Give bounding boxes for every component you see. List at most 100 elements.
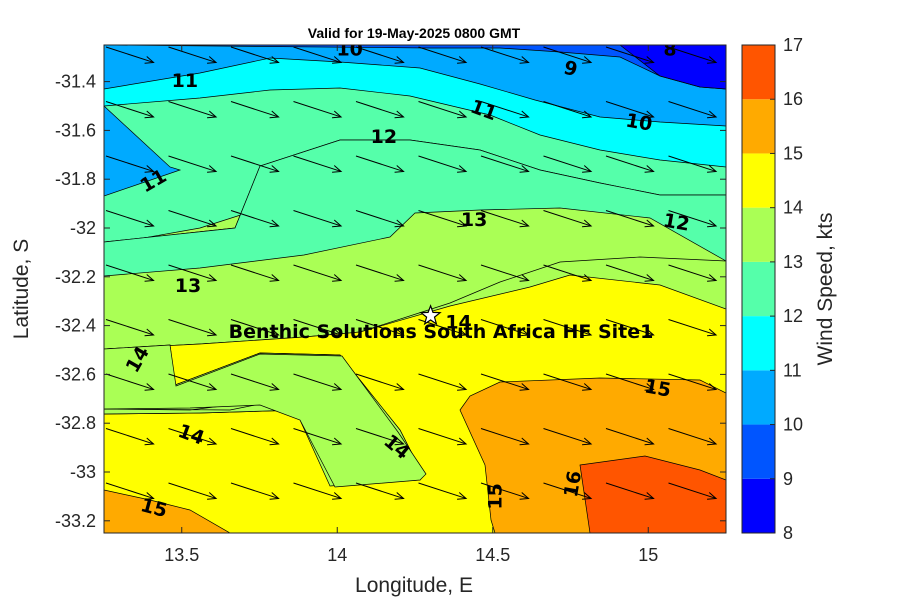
- wind-arrow-head: [582, 219, 593, 228]
- wind-arrow-head: [394, 274, 405, 282]
- colorbar-label: Wind Speed, kts: [814, 213, 837, 366]
- wind-arrow: [668, 46, 718, 64]
- band-10-11: [104, 45, 726, 127]
- wind-arrow-head: [519, 274, 530, 282]
- wind-arrow: [418, 482, 468, 500]
- wind-arrow-shaft: [605, 210, 654, 227]
- x-tick-label: 14.5: [475, 545, 510, 565]
- wind-arrow: [544, 538, 592, 554]
- wind-arrow: [419, 538, 467, 554]
- x-tick-label: 15: [638, 545, 658, 565]
- colorbar-tick-label: 14: [783, 198, 803, 218]
- y-tick-label: -31.6: [55, 120, 96, 140]
- wind-arrow-shaft: [230, 101, 279, 118]
- wind-arrow-head: [269, 110, 280, 119]
- contour-label: 14: [445, 312, 471, 334]
- wind-arrow-shaft: [105, 428, 154, 445]
- wind-arrow-head: [582, 56, 593, 64]
- wind-arrow: [480, 482, 530, 500]
- contour-label: 10: [624, 109, 654, 135]
- wind-arrow-head: [207, 219, 218, 228]
- wind-arrow-head: [332, 110, 343, 119]
- wind-arrow-head: [394, 110, 405, 119]
- wind-arrow: [480, 46, 530, 64]
- wind-arrow-head: [269, 274, 280, 282]
- chart-title: Valid for 19-May-2025 0800 GMT: [308, 25, 521, 41]
- wind-arrow-head: [707, 110, 718, 119]
- wind-arrow-head: [394, 492, 405, 500]
- wind-arrow-shaft: [293, 46, 342, 63]
- wind-arrow: [418, 264, 468, 282]
- wind-arrow-shaft: [293, 373, 342, 390]
- wind-arrow-shaft: [668, 482, 717, 499]
- wind-arrow-head: [520, 547, 529, 554]
- wind-arrow-shaft: [230, 210, 279, 227]
- wind-arrow-shaft: [293, 155, 342, 172]
- wind-arrow-head: [644, 165, 655, 173]
- y-tick-label: -32.4: [55, 316, 96, 336]
- wind-arrow: [293, 373, 343, 391]
- colorbar-tick-label: 12: [783, 306, 803, 326]
- wind-arrow-shaft: [543, 264, 592, 281]
- wind-arrow-shaft: [105, 319, 154, 336]
- wind-arrow-head: [707, 219, 718, 228]
- x-axis-label: Longitude, E: [355, 574, 473, 597]
- colorbar-segment: [742, 478, 775, 533]
- wind-arrow-head: [207, 110, 218, 119]
- wind-arrow: [543, 210, 593, 228]
- y-tick-label: -33: [70, 462, 96, 482]
- wind-arrow: [355, 155, 405, 173]
- wind-arrow-head: [519, 492, 530, 500]
- colorbar-segment: [742, 207, 775, 262]
- wind-arrow-head: [519, 437, 530, 446]
- wind-arrow-head: [144, 165, 155, 173]
- wind-arrow-head: [644, 219, 655, 228]
- wind-arrow: [480, 319, 530, 337]
- wind-arrow-head: [207, 547, 216, 554]
- colorbar-tick-label: 8: [783, 523, 793, 543]
- wind-arrow: [418, 373, 468, 391]
- wind-arrow-head: [395, 547, 404, 554]
- wind-arrow-head: [582, 328, 593, 337]
- wind-arrow-shaft: [543, 482, 592, 499]
- wind-arrow-head: [644, 56, 655, 64]
- colorbar-segment: [742, 370, 775, 425]
- contour-label: 12: [661, 209, 691, 235]
- wind-arrow-shaft: [480, 319, 529, 336]
- colorbar-tick-label: 15: [783, 143, 803, 163]
- wind-arrow-head: [207, 274, 218, 282]
- wind-arrow-shaft: [668, 210, 717, 227]
- wind-arrow: [168, 264, 218, 282]
- wind-arrow-shaft: [356, 538, 404, 553]
- wind-arrow: [230, 46, 280, 64]
- wind-arrow-shaft: [668, 373, 717, 390]
- wind-arrow: [105, 373, 155, 391]
- wind-arrow-head: [644, 437, 655, 446]
- wind-arrow: [230, 373, 280, 391]
- wind-arrow-shaft: [230, 264, 279, 281]
- colorbar-segment: [742, 153, 775, 208]
- x-axis-ticks: 13.5 14 14.5 15: [164, 45, 658, 565]
- wind-arrow-shaft: [668, 264, 717, 281]
- wind-arrow: [480, 264, 530, 282]
- wind-arrow-head: [269, 165, 280, 173]
- wind-arrow-shaft: [168, 155, 217, 172]
- colorbar-tick-label: 11: [783, 360, 802, 380]
- wind-arrow-shaft: [168, 46, 217, 63]
- wind-arrow-head: [770, 547, 779, 554]
- wind-arrow-head: [457, 165, 468, 173]
- wind-arrow: [605, 155, 655, 173]
- wind-arrow-head: [707, 383, 718, 391]
- wind-arrow-head: [332, 383, 343, 391]
- wind-arrow-head: [457, 383, 468, 391]
- wind-arrow-shaft: [419, 538, 467, 553]
- wind-arrow-head: [707, 437, 718, 446]
- wind-arrow: [668, 155, 718, 173]
- wind-arrow-head: [707, 547, 716, 554]
- wind-speed-contour-bands: [104, 45, 726, 533]
- wind-arrow: [293, 46, 343, 64]
- wind-arrow-shaft: [231, 538, 279, 553]
- wind-arrow-shaft: [418, 101, 467, 118]
